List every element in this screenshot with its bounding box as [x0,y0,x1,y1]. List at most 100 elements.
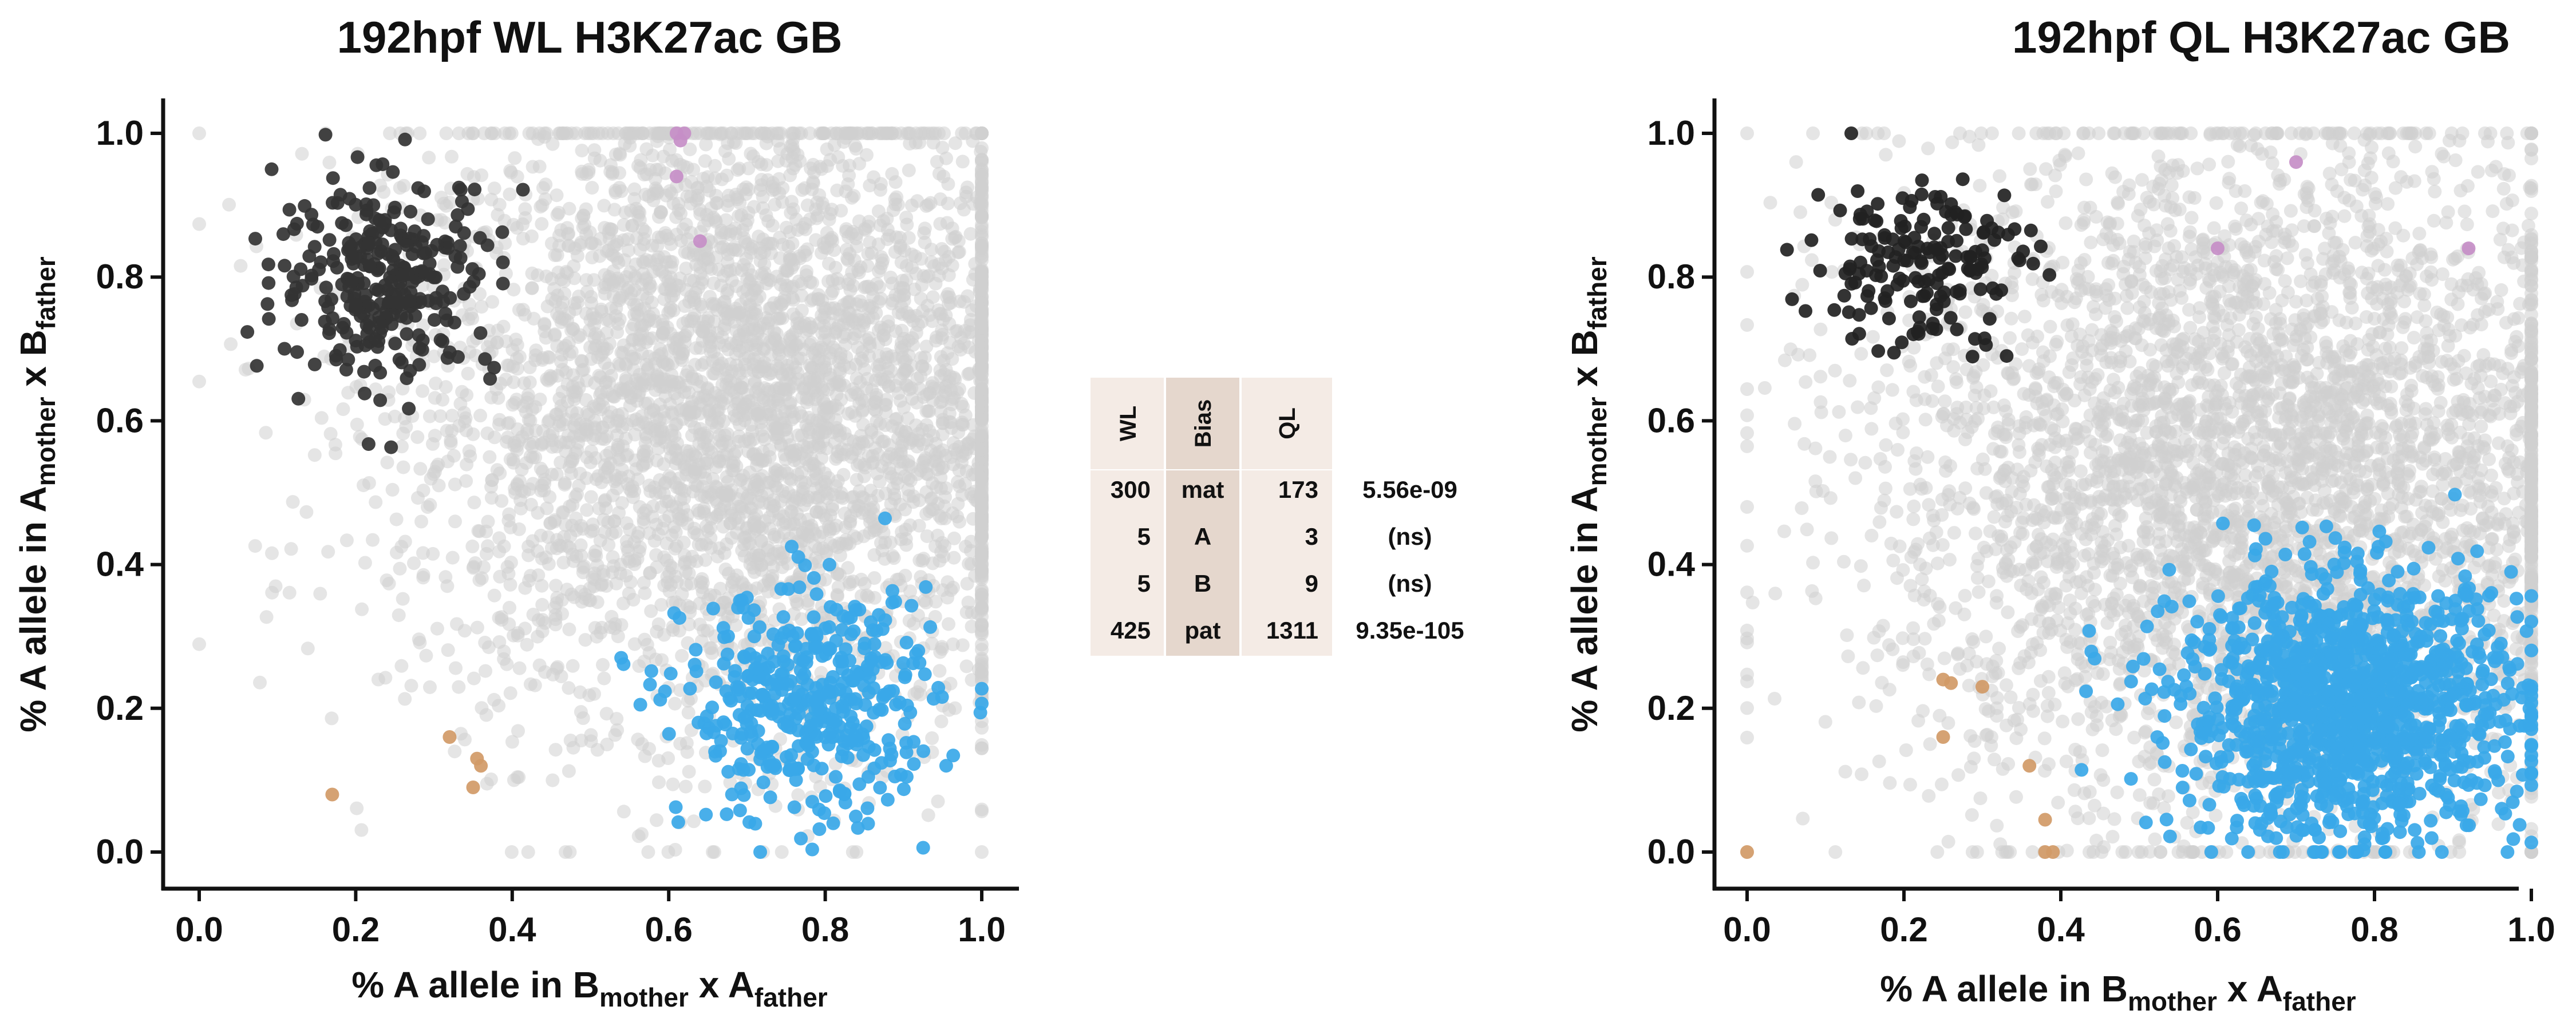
data-point [678,555,692,569]
data-point [657,457,671,472]
data-point [683,682,697,696]
data-point [536,351,550,365]
data-point [975,383,989,397]
data-point [512,303,526,317]
data-point [555,505,570,519]
data-point [694,488,708,502]
data-point [465,311,480,326]
data-point [802,410,816,425]
data-point [823,522,837,536]
data-point [497,644,511,659]
data-point [706,845,720,859]
data-point [260,297,275,311]
data-point [655,424,670,438]
data-point [574,235,588,249]
data-point [336,402,350,416]
data-point [602,375,616,390]
data-point [676,316,690,331]
data-point [706,601,720,616]
data-point [313,587,327,601]
data-point [566,368,580,382]
data-point [472,573,487,587]
data-point [487,588,501,603]
data-point [865,456,879,470]
data-point [878,613,892,627]
data-point [528,678,542,692]
data-point [827,301,841,315]
data-point [902,163,916,177]
data-point [262,276,276,290]
data-point [785,497,800,511]
data-point [579,273,594,287]
data-point [294,313,309,327]
data-point [975,682,989,696]
data-point [697,716,712,731]
y-axis-ticks: 0.00.20.40.60.81.0 [96,114,163,871]
data-point [451,208,465,222]
data-point [824,287,839,301]
data-point [295,146,309,161]
data-point [546,773,560,787]
data-point [550,591,564,605]
data-point [774,126,788,140]
data-point [597,671,611,686]
data-point [310,220,325,234]
data-point [637,576,651,590]
data-point [605,609,619,624]
data-point [535,217,549,231]
data-point [650,239,665,253]
data-point [531,506,545,520]
data-point [510,362,524,376]
data-point [835,442,849,456]
data-point [450,617,464,631]
data-point [919,485,934,499]
data-point [637,237,651,252]
data-point [932,445,946,459]
data-point [715,172,729,187]
data-point [633,698,647,712]
data-point [862,311,876,325]
data-point [495,225,509,239]
data-point [958,126,973,140]
data-point [362,476,376,490]
data-point [484,126,499,140]
data-point [475,300,489,314]
data-point [413,462,428,476]
data-point [860,659,875,673]
data-point [805,795,819,809]
data-point [558,476,572,490]
data-point [761,660,776,675]
data-point [291,391,306,406]
data-point [342,279,357,294]
data-point [416,333,430,347]
data-point [659,536,674,550]
data-point [350,417,364,431]
data-point [278,342,291,356]
data-point [880,656,894,670]
data-point [741,611,756,625]
data-point [523,569,538,583]
data-point [261,258,275,272]
data-point [963,227,978,241]
data-point [671,197,686,211]
data-point [557,274,571,288]
data-point [627,182,642,196]
data-point [691,390,705,405]
data-point [349,298,364,311]
data-point [652,775,666,790]
data-point [892,289,907,303]
data-point [818,475,832,489]
data-point [931,497,945,511]
data-point [946,748,961,763]
data-point [682,444,697,458]
data-point [786,142,800,156]
data-point [428,465,442,479]
data-point [393,561,407,576]
data-point [935,416,950,430]
data-point [975,482,989,496]
data-point [816,126,829,140]
data-point [627,637,642,651]
data-point [821,641,836,655]
data-point [698,154,712,168]
data-point [611,629,625,644]
